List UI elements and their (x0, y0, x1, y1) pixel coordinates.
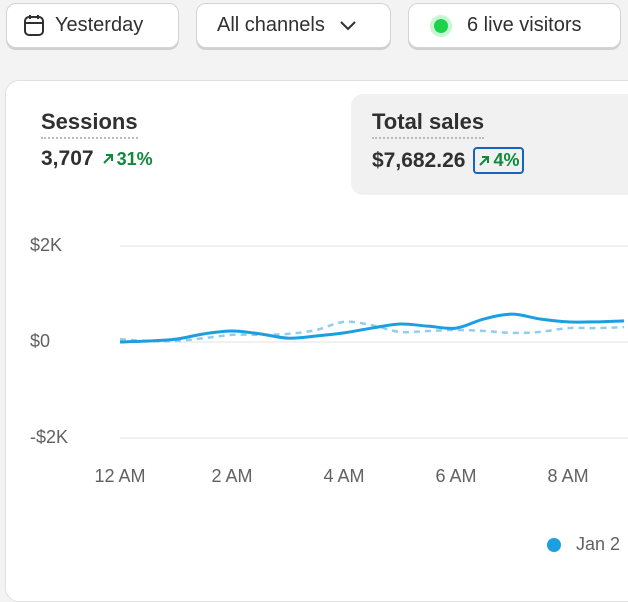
line (119, 320, 625, 343)
x-tick-label: 6 AM (436, 466, 477, 486)
metric-value: $7,682.26 (372, 148, 466, 172)
chevron-icon (340, 20, 356, 30)
up-arrow (479, 155, 490, 166)
up-arrow (102, 154, 113, 164)
line (119, 312, 625, 344)
y-tick-label: $2K (30, 235, 62, 255)
x-tick-label: 8 AM (548, 466, 589, 486)
live-label: 6 live visitors (467, 14, 582, 36)
x-tick-label: 12 AM (94, 466, 145, 486)
card: Sessions 3,707 31% Total sales $7,682.26… (5, 80, 628, 602)
y-tick-label: -$2K (30, 427, 68, 447)
y-tick-label: $0 (30, 331, 50, 351)
date-button[interactable]: Yesterday (6, 3, 179, 48)
x-tick-label: 4 AM (324, 466, 365, 486)
metric-change: 4% (493, 150, 520, 170)
legend-marker (547, 538, 561, 552)
live-dot (430, 14, 452, 37)
live-button[interactable]: 6 live visitors (408, 3, 621, 48)
legend-label: Jan 2 (576, 534, 620, 554)
metric-highlight (351, 94, 628, 195)
x-tick-label: 2 AM (212, 466, 253, 486)
page: Yesterday All channels 6 live visitors S… (5, 3, 628, 602)
metric-value: 3,707 (41, 147, 94, 170)
metric[interactable]: Sessions 3,707 31% (41, 109, 153, 171)
calendar-icon (24, 14, 44, 36)
metric-label: Total sales (372, 109, 485, 139)
metric[interactable]: Total sales $7,682.26 4% (372, 109, 525, 174)
chart: -$2K $0 $2K 12 AM 2 AM 4 AM 6 AM 8 AM Jan 2 (30, 235, 628, 554)
date-label: Yesterday (55, 14, 144, 36)
channel-button[interactable]: All channels (196, 3, 391, 48)
metric-change: 31% (116, 148, 153, 169)
metric-label: Sessions (41, 109, 138, 139)
channel-label: All channels (217, 14, 325, 36)
